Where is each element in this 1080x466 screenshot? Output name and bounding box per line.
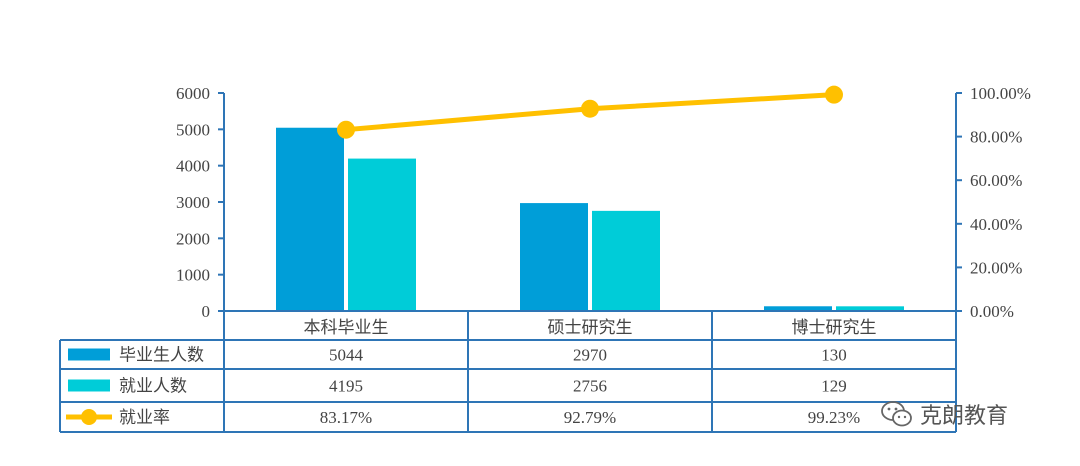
left-tick-label: 1000 [176,266,210,285]
legend-marker-rate [81,409,97,425]
table-cell: 92.79% [564,408,616,427]
wechat-icon [881,401,912,427]
watermark: 克朗教育 [880,398,1008,430]
legend-label: 就业率 [119,408,170,428]
table-cell: 99.23% [808,408,860,427]
category-label: 博士研究生 [792,318,877,338]
legend-swatch-graduates [68,348,110,361]
table-cell: 129 [821,377,847,396]
table-cell: 83.17% [320,408,372,427]
legend-swatch-employed [68,379,110,392]
right-tick-label: 0.00% [970,302,1014,321]
left-tick-label: 6000 [176,84,210,103]
table-cell: 130 [821,346,847,365]
left-tick-label: 3000 [176,193,210,212]
category-label: 硕士研究生 [548,318,633,338]
right-tick-label: 100.00% [970,84,1031,103]
bar-graduates [276,127,344,311]
category-label: 本科毕业生 [304,318,389,338]
left-tick-label: 2000 [176,229,210,248]
employment-rate-point [337,120,355,139]
bar-employed [592,210,660,311]
table-cell: 2970 [573,346,607,365]
table-cell: 2756 [573,377,607,396]
left-tick-label: 4000 [176,157,210,176]
bar-employed [836,306,904,311]
table-cell: 5044 [329,346,364,365]
right-tick-label: 60.00% [970,171,1022,190]
employment-rate-point [581,99,599,118]
bar-employed [348,158,416,311]
employment-rate-point [825,85,843,104]
left-tick-label: 5000 [176,120,210,139]
right-tick-label: 40.00% [970,215,1022,234]
bar-graduates [520,203,588,311]
left-tick-label: 0 [202,302,211,321]
right-tick-label: 80.00% [970,128,1022,147]
right-tick-label: 20.00% [970,258,1022,277]
legend-label: 就业人数 [119,377,187,397]
watermark-text: 克朗教育 [920,404,1009,429]
legend-label: 毕业生人数 [119,346,204,366]
bar-graduates [764,306,832,311]
table-cell: 4195 [329,377,363,396]
